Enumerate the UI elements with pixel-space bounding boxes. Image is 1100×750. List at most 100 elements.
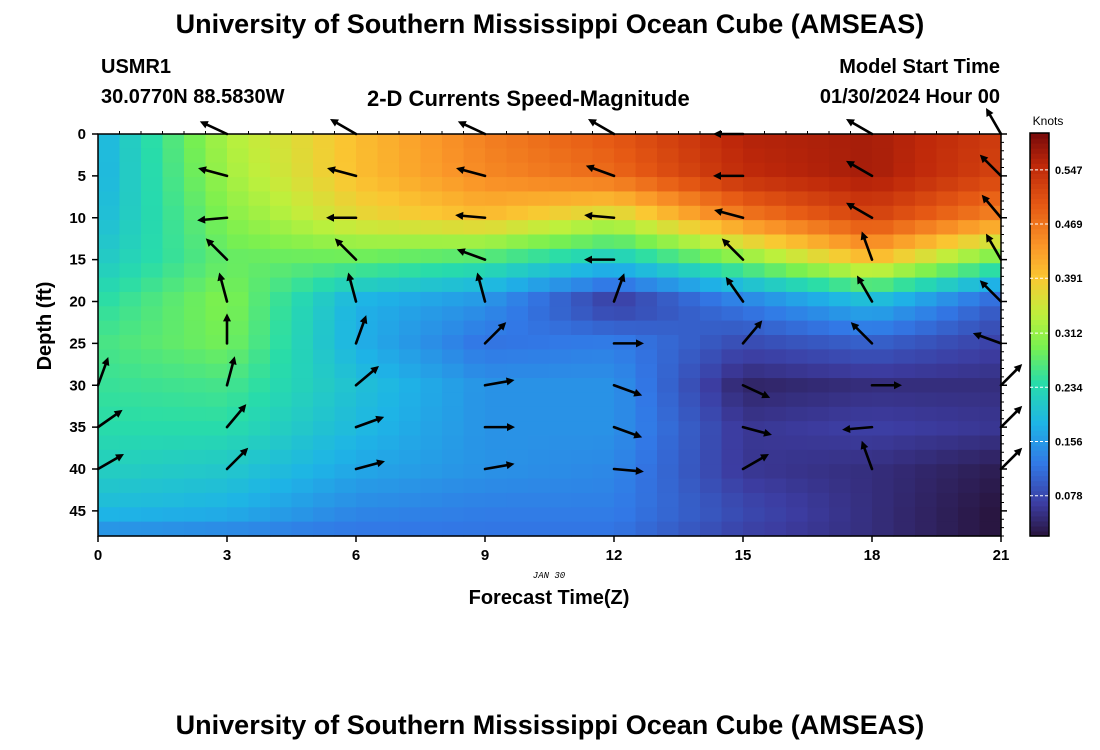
heatmap-cell bbox=[614, 435, 637, 451]
heatmap-cell bbox=[872, 277, 895, 293]
heatmap-cell bbox=[614, 134, 637, 149]
heatmap-cell bbox=[184, 464, 207, 480]
current-vector bbox=[860, 231, 874, 261]
heatmap-cell bbox=[721, 191, 744, 207]
heatmap-cell bbox=[571, 507, 594, 523]
heatmap-cell bbox=[334, 421, 357, 437]
heatmap-cell bbox=[872, 521, 895, 537]
heatmap-cell bbox=[592, 263, 615, 279]
heatmap-cell bbox=[700, 492, 723, 508]
heatmap-cell bbox=[506, 263, 529, 279]
heatmap-cell bbox=[807, 421, 830, 437]
heatmap-cell bbox=[334, 378, 357, 394]
colorbar-segment bbox=[1030, 319, 1049, 326]
heatmap-cell bbox=[807, 478, 830, 494]
heatmap-cell bbox=[936, 464, 959, 480]
current-vector bbox=[455, 211, 487, 220]
heatmap-cell bbox=[442, 134, 465, 149]
heatmap-cell bbox=[700, 306, 723, 322]
heatmap-cell bbox=[571, 306, 594, 322]
heatmap-cell bbox=[291, 263, 314, 279]
colorbar-segment bbox=[1030, 233, 1049, 240]
heatmap-cell bbox=[313, 406, 336, 422]
heatmap-cell bbox=[915, 335, 938, 350]
heatmap-cell bbox=[162, 191, 185, 207]
heatmap-cell bbox=[721, 521, 744, 537]
heatmap-cell bbox=[635, 263, 658, 279]
heatmap-cell bbox=[979, 421, 1002, 437]
heatmap-cell bbox=[571, 234, 594, 250]
heatmap-cell bbox=[141, 234, 164, 250]
heatmap-cell bbox=[721, 320, 744, 336]
heatmap-cell bbox=[119, 464, 142, 480]
heatmap-cell bbox=[614, 320, 637, 336]
colorbar-segment bbox=[1030, 183, 1049, 190]
heatmap-cell bbox=[721, 478, 744, 494]
heatmap-cell bbox=[420, 363, 443, 379]
heatmap-cell bbox=[657, 177, 680, 193]
heatmap-cell bbox=[700, 234, 723, 250]
heatmap-cell bbox=[850, 306, 873, 322]
heatmap-cell bbox=[958, 191, 981, 207]
heatmap-cell bbox=[162, 335, 185, 350]
heatmap-cell bbox=[549, 291, 572, 307]
current-vector bbox=[584, 255, 616, 264]
heatmap-cell bbox=[162, 406, 185, 422]
colorbar-segment bbox=[1030, 218, 1049, 225]
heatmap-cell bbox=[485, 234, 508, 250]
heatmap-cell bbox=[721, 220, 744, 236]
heatmap-cell bbox=[764, 177, 787, 193]
colorbar-segment bbox=[1030, 445, 1049, 451]
heatmap-cell bbox=[657, 220, 680, 236]
heatmap-cell bbox=[528, 421, 551, 437]
heatmap-cell bbox=[399, 320, 422, 336]
current-vector bbox=[612, 425, 643, 439]
heatmap-cell bbox=[807, 220, 830, 236]
heatmap-cell bbox=[334, 492, 357, 508]
heatmap-cell bbox=[420, 507, 443, 523]
heatmap-cell bbox=[936, 363, 959, 379]
heatmap-cell bbox=[893, 435, 916, 451]
current-vector bbox=[354, 365, 379, 387]
colorbar-tick-label: 0.547 bbox=[1055, 165, 1083, 177]
heatmap-cell bbox=[420, 234, 443, 250]
heatmap-cell bbox=[592, 521, 615, 537]
colorbar-segment bbox=[1030, 450, 1049, 456]
heatmap-cell bbox=[420, 349, 443, 365]
heatmap-cell bbox=[377, 335, 400, 350]
heatmap-cell bbox=[700, 148, 723, 164]
heatmap-cell bbox=[614, 248, 637, 264]
heatmap-cell bbox=[313, 492, 336, 508]
heatmap-cell bbox=[614, 205, 637, 221]
heatmap-cell bbox=[678, 306, 701, 322]
heatmap-cell bbox=[399, 335, 422, 350]
heatmap-cell bbox=[829, 335, 852, 350]
heatmap-cell bbox=[227, 205, 250, 221]
heatmap-cell bbox=[635, 492, 658, 508]
heatmap-cell bbox=[549, 277, 572, 293]
heatmap-cell bbox=[850, 521, 873, 537]
heatmap-cell bbox=[743, 306, 766, 322]
heatmap-cell bbox=[442, 378, 465, 394]
heatmap-cell bbox=[850, 392, 873, 408]
heatmap-cell bbox=[506, 435, 529, 451]
heatmap-cell bbox=[979, 320, 1002, 336]
heatmap-cell bbox=[442, 335, 465, 350]
heatmap-cell bbox=[420, 177, 443, 193]
heatmap-cell bbox=[248, 378, 271, 394]
heatmap-cell bbox=[313, 378, 336, 394]
heatmap-cell bbox=[399, 277, 422, 293]
heatmap-cell bbox=[764, 277, 787, 293]
heatmap-cell bbox=[184, 521, 207, 537]
current-vector bbox=[584, 211, 616, 220]
heatmap-cell bbox=[162, 220, 185, 236]
heatmap-cell bbox=[678, 435, 701, 451]
heatmap-cell bbox=[162, 134, 185, 149]
heatmap-cell bbox=[678, 234, 701, 250]
heatmap-cell bbox=[270, 349, 293, 365]
heatmap-cell bbox=[829, 263, 852, 279]
heatmap-cell bbox=[313, 162, 336, 178]
colorbar-segment bbox=[1030, 425, 1049, 431]
chart-subtitle: 2-D Currents Speed-Magnitude bbox=[367, 86, 690, 111]
colorbar-segment bbox=[1030, 253, 1049, 260]
